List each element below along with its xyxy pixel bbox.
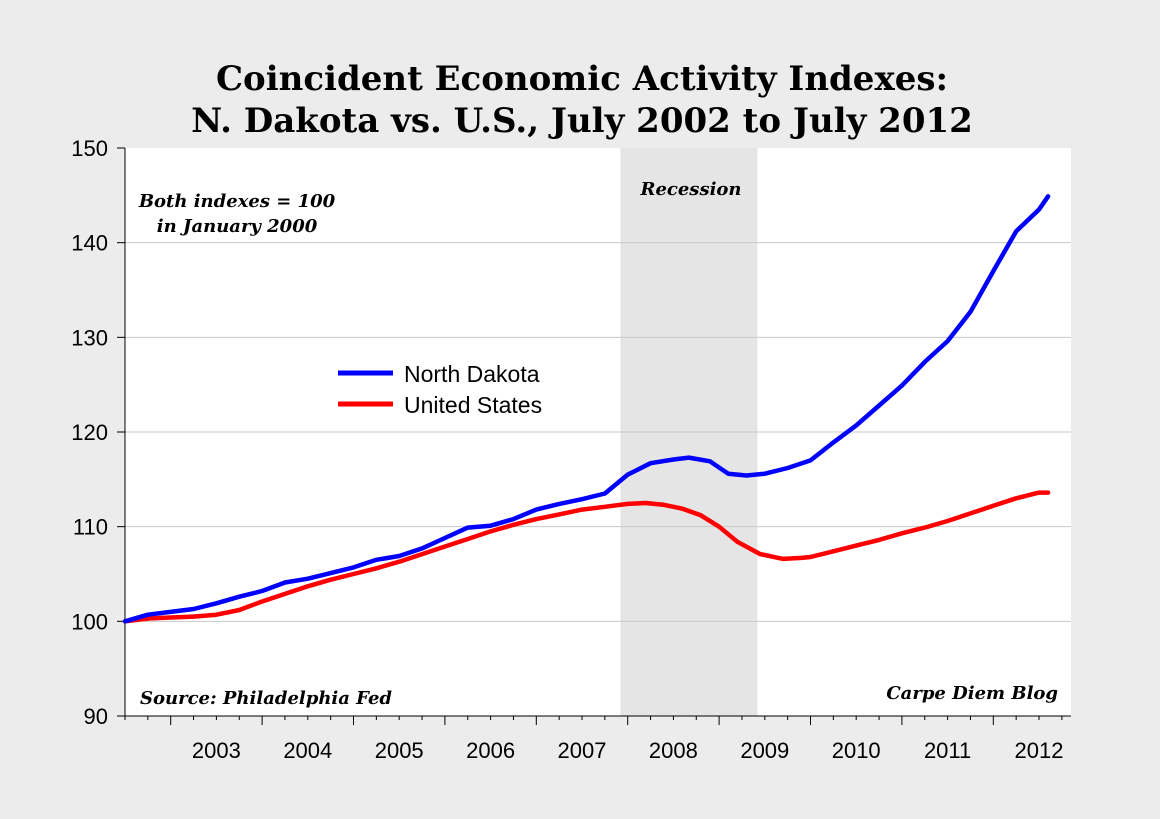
chart-title-line-2: N. Dakota vs. U.S., July 2002 to July 20…	[191, 101, 973, 141]
index-note-line-2: in January 2000	[157, 216, 318, 237]
x-tick-label: 2011	[924, 738, 971, 763]
chart-title-line-1: Coincident Economic Activity Indexes:	[216, 59, 948, 99]
x-tick-label: 2003	[192, 738, 241, 763]
x-tick-label: 2008	[649, 738, 698, 763]
source-note: Source: Philadelphia Fed	[140, 688, 392, 709]
y-tick-label: 100	[71, 609, 108, 634]
x-tick-label: 2005	[375, 738, 424, 763]
x-tick-label: 2010	[832, 738, 881, 763]
recession-label: Recession	[639, 179, 741, 200]
x-tick-label: 2009	[740, 738, 789, 763]
series-group	[122, 194, 1051, 624]
series-line-north-dakota	[122, 194, 1051, 624]
x-axis: 2003 2004 2005 2006 2007 2008 2009 2010 2011 2012	[124, 715, 1071, 763]
y-axis: 90 100 110 120 130 140 150	[71, 136, 125, 729]
y-tick-label: 120	[71, 420, 108, 445]
legend-label-north-dakota: North Dakota	[404, 361, 540, 387]
y-tick-label: 140	[71, 231, 108, 256]
y-tick-label: 110	[73, 515, 108, 540]
series-line-united-states	[122, 490, 1051, 624]
grid-lines	[125, 242, 1071, 622]
x-tick-label: 2012	[1015, 738, 1064, 763]
legend-label-united-states: United States	[404, 392, 542, 418]
y-tick-label: 90	[84, 704, 108, 729]
index-note-line-1: Both indexes = 100	[138, 191, 336, 212]
x-tick-label: 2007	[558, 738, 607, 763]
x-tick-label: 2006	[466, 738, 515, 763]
y-tick-label: 150	[71, 136, 108, 161]
x-tick-label: 2004	[283, 738, 332, 763]
credit-note: Carpe Diem Blog	[886, 683, 1058, 704]
y-tick-label: 130	[71, 325, 108, 350]
legend: North Dakota United States	[338, 361, 542, 418]
